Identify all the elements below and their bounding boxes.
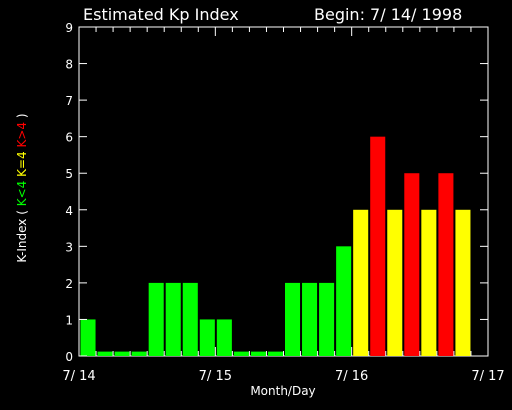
- x-tick-label: 7/ 14: [62, 369, 95, 384]
- bar: [336, 246, 352, 356]
- bar: [182, 282, 198, 356]
- y-axis-label-legend-part: K>4: [15, 122, 29, 148]
- y-axis: 0 1 2 3 4 5 6 7 8 9: [65, 21, 488, 364]
- y-tick-label: 2: [65, 277, 73, 291]
- chart-title: Estimated Kp Index: [83, 5, 239, 24]
- y-tick-label: 7: [65, 94, 73, 108]
- bar: [199, 319, 215, 356]
- bar: [319, 282, 335, 356]
- y-axis-label-legend-part: K<4: [15, 181, 29, 207]
- y-axis-label-legend-part: K=4: [15, 151, 29, 177]
- bar: [455, 209, 471, 356]
- bar: [148, 282, 164, 356]
- y-tick-label: 4: [65, 204, 73, 218]
- bar: [387, 209, 403, 356]
- y-tick-label: 1: [65, 313, 73, 327]
- x-tick-label: 7/ 17: [471, 369, 504, 384]
- bar: [80, 319, 96, 356]
- bar: [438, 173, 454, 356]
- bar: [233, 351, 249, 356]
- x-tick-label: 7/ 16: [335, 369, 368, 384]
- y-axis-label-suffix: ): [15, 113, 29, 122]
- bar: [370, 136, 386, 356]
- bar: [114, 351, 130, 356]
- y-tick-label: 3: [65, 240, 73, 254]
- y-tick-label: 8: [65, 58, 73, 72]
- bar: [302, 282, 318, 356]
- x-axis: 7/ 14 7/ 15 7/ 16 7/ 17: [62, 27, 505, 384]
- bar: [421, 209, 437, 356]
- y-tick-label: 5: [65, 167, 73, 181]
- bar: [216, 319, 232, 356]
- bar: [250, 351, 266, 356]
- begin-date-label: Begin: 7/ 14/ 1998: [314, 5, 462, 24]
- bar: [285, 282, 301, 356]
- bar: [165, 282, 181, 356]
- bar: [404, 173, 420, 356]
- x-tick-label: 7/ 15: [199, 369, 232, 384]
- y-axis-label-prefix: K-Index (: [15, 206, 29, 262]
- y-tick-label: 0: [65, 350, 73, 364]
- bar: [97, 351, 113, 356]
- y-tick-label: 9: [65, 21, 73, 35]
- x-axis-label: Month/Day: [250, 384, 315, 398]
- bar: [353, 209, 369, 356]
- bar: [131, 351, 147, 356]
- bars-group: [80, 136, 471, 356]
- bar: [267, 351, 283, 356]
- y-tick-label: 6: [65, 131, 73, 145]
- y-axis-label: K-Index ( K<4 K=4 K>4 ): [15, 113, 29, 262]
